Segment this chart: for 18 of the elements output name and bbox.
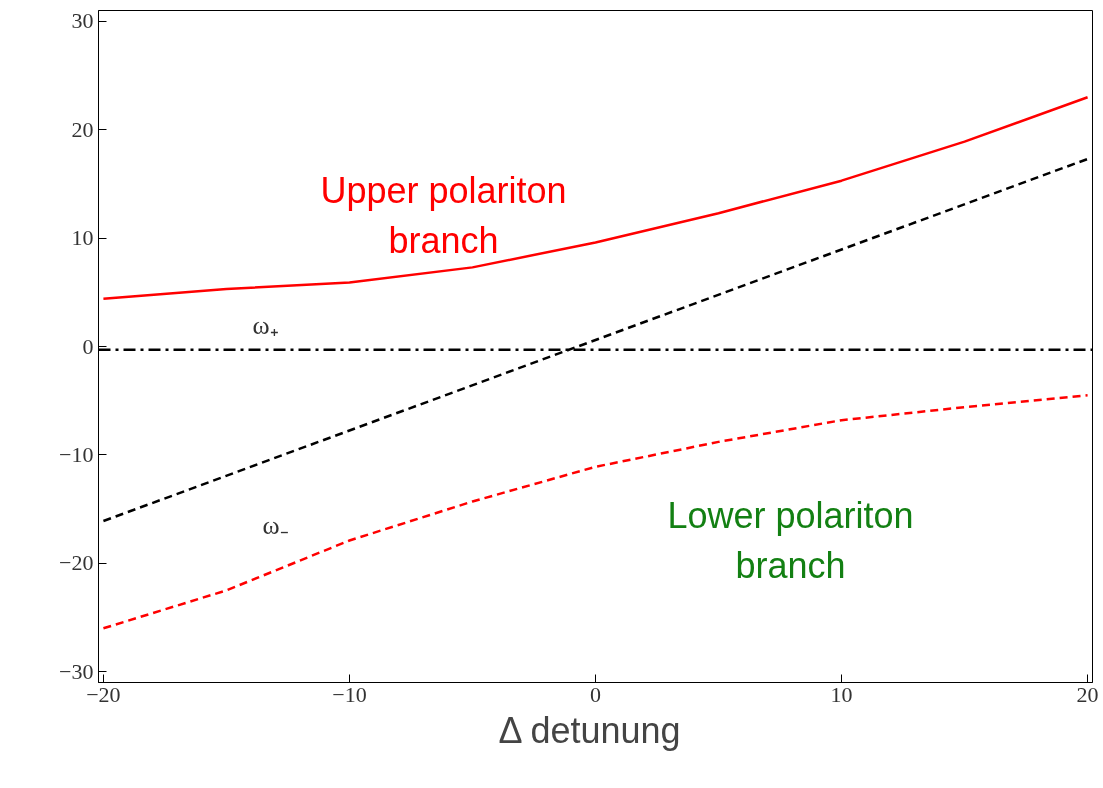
annotation: ω₋	[262, 511, 289, 540]
y-tick-label: 30	[71, 8, 94, 34]
y-tick-label: −30	[59, 658, 94, 684]
x-axis-title: Δ detunung	[498, 709, 681, 751]
y-tick-label: 0	[82, 333, 94, 359]
y-tick-label: 20	[71, 116, 94, 142]
line-series	[102, 394, 1089, 630]
annotation: Upper polariton branch	[320, 170, 567, 261]
y-tick-label: 10	[71, 225, 94, 251]
annotation: Lower polariton branch	[667, 495, 914, 586]
y-tick-label: −10	[59, 441, 94, 467]
y-tick-label: −20	[59, 550, 94, 576]
x-tick-label: 10	[830, 681, 853, 707]
annotation: ω₊	[252, 311, 279, 340]
x-tick-label: −10	[332, 681, 367, 707]
x-tick-label: 0	[590, 681, 601, 707]
x-tick-label: 20	[1076, 681, 1099, 707]
line-series	[102, 95, 1089, 301]
